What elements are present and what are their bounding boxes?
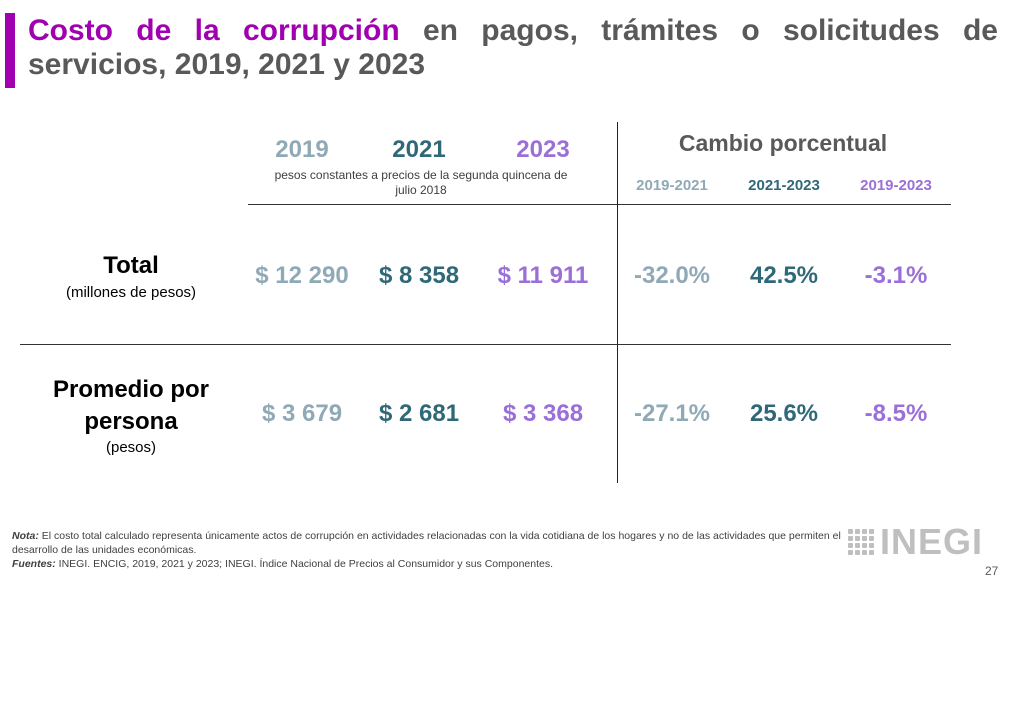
average-change-2021-2023: 25.6%: [749, 400, 819, 427]
year-2021: 2021: [392, 136, 446, 163]
slide-title: Costo de la corrupción en pagos, trámite…: [28, 14, 998, 82]
title-rest: en pagos, trámites o solicitudes de serv…: [28, 14, 998, 81]
accent-bar: [5, 13, 15, 88]
average-2023: $ 3 368: [502, 400, 584, 427]
period-2021-2023: 2021-2023: [748, 177, 820, 194]
total-change-2021-2023: 42.5%: [749, 262, 819, 289]
average-change-2019-2021: -27.1%: [633, 400, 711, 427]
year-2019: 2019: [275, 136, 329, 163]
footnote: Nota: El costo total calculado represent…: [12, 529, 842, 571]
period-2019-2023: 2019-2023: [860, 177, 932, 194]
row-divider: [20, 344, 951, 345]
logo-dots-icon: [848, 529, 874, 555]
total-2021: $ 8 358: [378, 262, 460, 289]
note-label: Nota:: [12, 530, 39, 542]
year-2023: 2023: [516, 136, 570, 163]
average-change-2019-2023: -8.5%: [864, 400, 928, 427]
row-sublabel-total: (millones de pesos): [65, 284, 197, 301]
average-2021: $ 2 681: [378, 400, 460, 427]
sources-label: Fuentes:: [12, 558, 56, 570]
sources-text: Fuentes: INEGI. ENCIG, 2019, 2021 y 2023…: [12, 558, 554, 570]
title-highlight: Costo de la corrupción: [28, 14, 400, 47]
logo-text: INEGI: [880, 521, 984, 562]
row-label-total: Total: [103, 252, 159, 279]
units-note: pesos constantes a precios de la segunda…: [274, 168, 568, 197]
row-sublabel-average: (pesos): [105, 439, 157, 456]
page-number: 27: [985, 564, 999, 578]
change-title: Cambio porcentual: [678, 130, 888, 156]
period-2019-2021: 2019-2021: [636, 177, 708, 194]
note-text: Nota: El costo total calculado represent…: [12, 530, 841, 556]
average-2019: $ 3 679: [261, 400, 343, 427]
row-label-average: Promedio por persona: [52, 376, 209, 435]
total-change-2019-2023: -3.1%: [864, 262, 928, 289]
inegi-logo: INEGI: [848, 524, 983, 560]
total-2019: $ 12 290: [255, 262, 349, 289]
total-change-2019-2021: -32.0%: [633, 262, 711, 289]
column-divider: [617, 122, 618, 483]
total-2023: $ 11 911: [497, 262, 589, 289]
header-divider: [248, 204, 951, 205]
